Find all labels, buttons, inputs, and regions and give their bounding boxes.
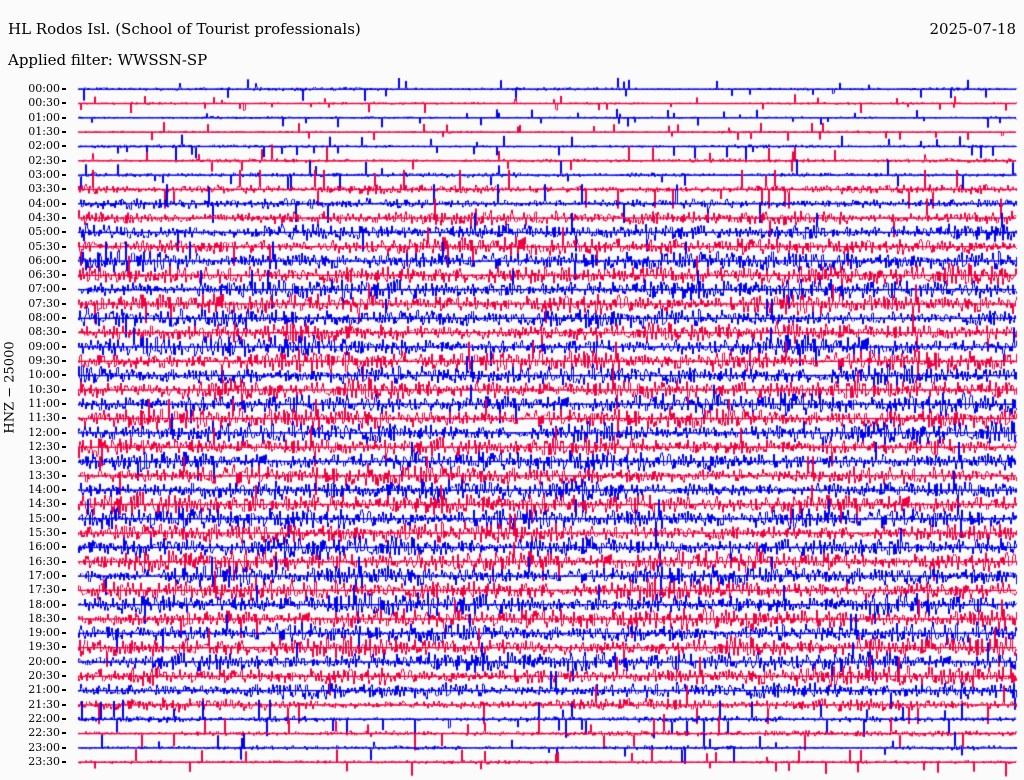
helicorder-page: HL Rodos Isl. (School of Tourist profess… [0, 0, 1024, 780]
seismogram-canvas [0, 0, 1024, 780]
